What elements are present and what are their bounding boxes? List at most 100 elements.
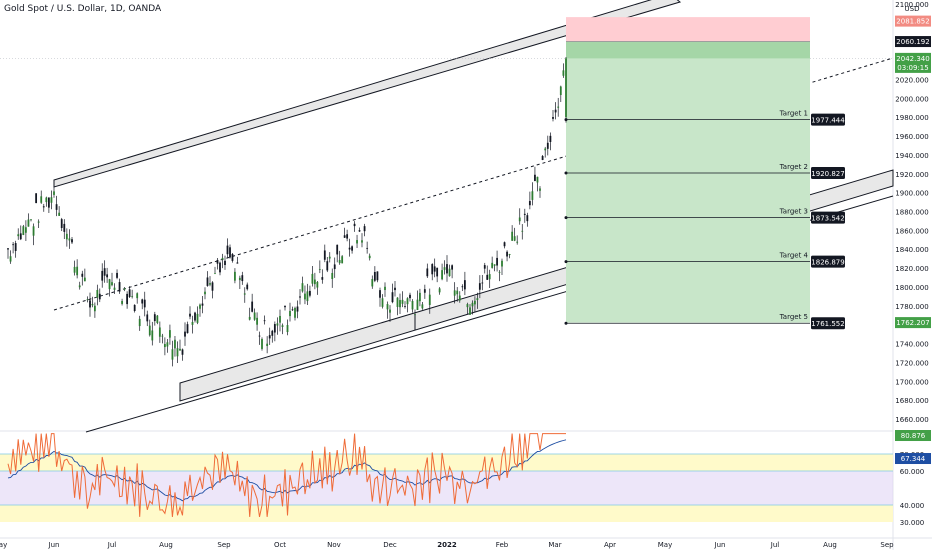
candle-down — [431, 264, 434, 275]
candle-down — [363, 226, 366, 232]
candle-down — [526, 215, 529, 222]
candle-down — [128, 289, 131, 298]
candle-down — [35, 193, 38, 204]
candle-down — [534, 174, 536, 181]
time-tick-label: 2022 — [437, 541, 457, 549]
candle-down — [451, 265, 454, 270]
candle-up — [476, 298, 479, 301]
candle-up — [448, 268, 451, 277]
rsi-upper-band — [0, 454, 893, 471]
price-label-bg — [895, 317, 931, 329]
price-tick-label: 1660.000 — [895, 416, 928, 424]
candle-up — [86, 299, 89, 301]
stop-loss-zone — [566, 17, 810, 42]
candle-up — [266, 343, 269, 346]
candle-up — [411, 300, 414, 310]
candle-up — [37, 221, 40, 223]
candle-up — [276, 323, 279, 326]
candle-up — [83, 277, 86, 282]
candle-down — [478, 283, 481, 290]
target-price-text: 1873.542 — [811, 215, 844, 223]
candle-up — [416, 299, 419, 310]
price-tick-label: 1860.000 — [895, 227, 928, 235]
candle-up — [111, 282, 113, 286]
candle-down — [486, 274, 489, 280]
open-pnl-zone — [566, 41, 810, 59]
candle-up — [443, 267, 446, 270]
rsi-line — [7, 433, 566, 518]
candle-down — [141, 299, 144, 304]
candle-up — [491, 262, 494, 268]
time-tick-label: Sep — [217, 541, 231, 549]
candle-down — [206, 277, 209, 286]
candle-down — [333, 264, 336, 270]
symbol-title[interactable]: Gold Spot / U.S. Dollar, 1D, OANDA — [4, 4, 162, 14]
candle-down — [98, 293, 101, 300]
candle-up — [131, 296, 134, 297]
time-tick-label: Sep — [880, 541, 894, 549]
target-price-tag: 1873.542 — [811, 211, 845, 224]
candle-down — [358, 230, 361, 232]
candle-down — [126, 293, 129, 305]
target-name: Target 2 — [779, 163, 808, 171]
time-tick-label: Jun — [714, 541, 726, 549]
time-tick-label: Nov — [327, 541, 341, 549]
candle-up — [32, 226, 35, 236]
candle-down — [284, 305, 286, 308]
time-tick-label: Jun — [48, 541, 60, 549]
target-price-tag: 1920.827 — [811, 166, 845, 179]
candle-down — [194, 312, 196, 321]
candle-down — [89, 300, 91, 308]
candle-up — [121, 301, 123, 304]
candle-up — [386, 304, 389, 310]
target-price-text: 1826.879 — [811, 259, 844, 267]
candle-up — [518, 217, 521, 222]
candle-up — [9, 256, 12, 262]
candle-up — [469, 307, 471, 315]
candle-up — [539, 188, 541, 191]
candle-down — [463, 280, 466, 290]
candle-up — [396, 297, 399, 307]
candle-up — [68, 238, 71, 241]
target-name: Target 1 — [779, 110, 808, 118]
price-label: 2042.340 — [896, 55, 929, 63]
candle-up — [161, 335, 164, 337]
candle-up — [456, 290, 459, 295]
candle-up — [234, 271, 236, 281]
candle-down — [184, 331, 186, 337]
candle-up — [58, 212, 61, 216]
candle-up — [521, 230, 524, 232]
candle-down — [106, 274, 109, 278]
candle-up — [513, 236, 516, 241]
candle-down — [541, 156, 544, 161]
candle-up — [304, 293, 306, 300]
rsi-pane — [0, 433, 893, 522]
candle-down — [433, 266, 436, 272]
candle-up — [401, 299, 404, 304]
candle-up — [471, 302, 474, 307]
candle-up — [559, 86, 562, 96]
candle-down — [81, 273, 84, 277]
candle-down — [201, 303, 204, 306]
candle-down — [103, 268, 106, 276]
candles-layer — [7, 57, 567, 367]
candle-down — [211, 282, 214, 291]
candle-down — [528, 201, 531, 206]
rsi-value-label: 80.876 — [901, 432, 926, 440]
candle-up — [341, 256, 344, 264]
candle-up — [138, 318, 141, 327]
candle-up — [511, 231, 514, 241]
rsi-tick-label: 40.000 — [900, 502, 925, 510]
rsi-tick-label: 60.000 — [900, 468, 925, 476]
candle-up — [163, 344, 166, 348]
candle-up — [421, 304, 424, 309]
candle-up — [196, 313, 199, 323]
candle-down — [47, 197, 50, 208]
candle-down — [296, 306, 299, 312]
candle-down — [291, 309, 294, 311]
candle-up — [281, 325, 284, 327]
candle-down — [258, 335, 261, 337]
